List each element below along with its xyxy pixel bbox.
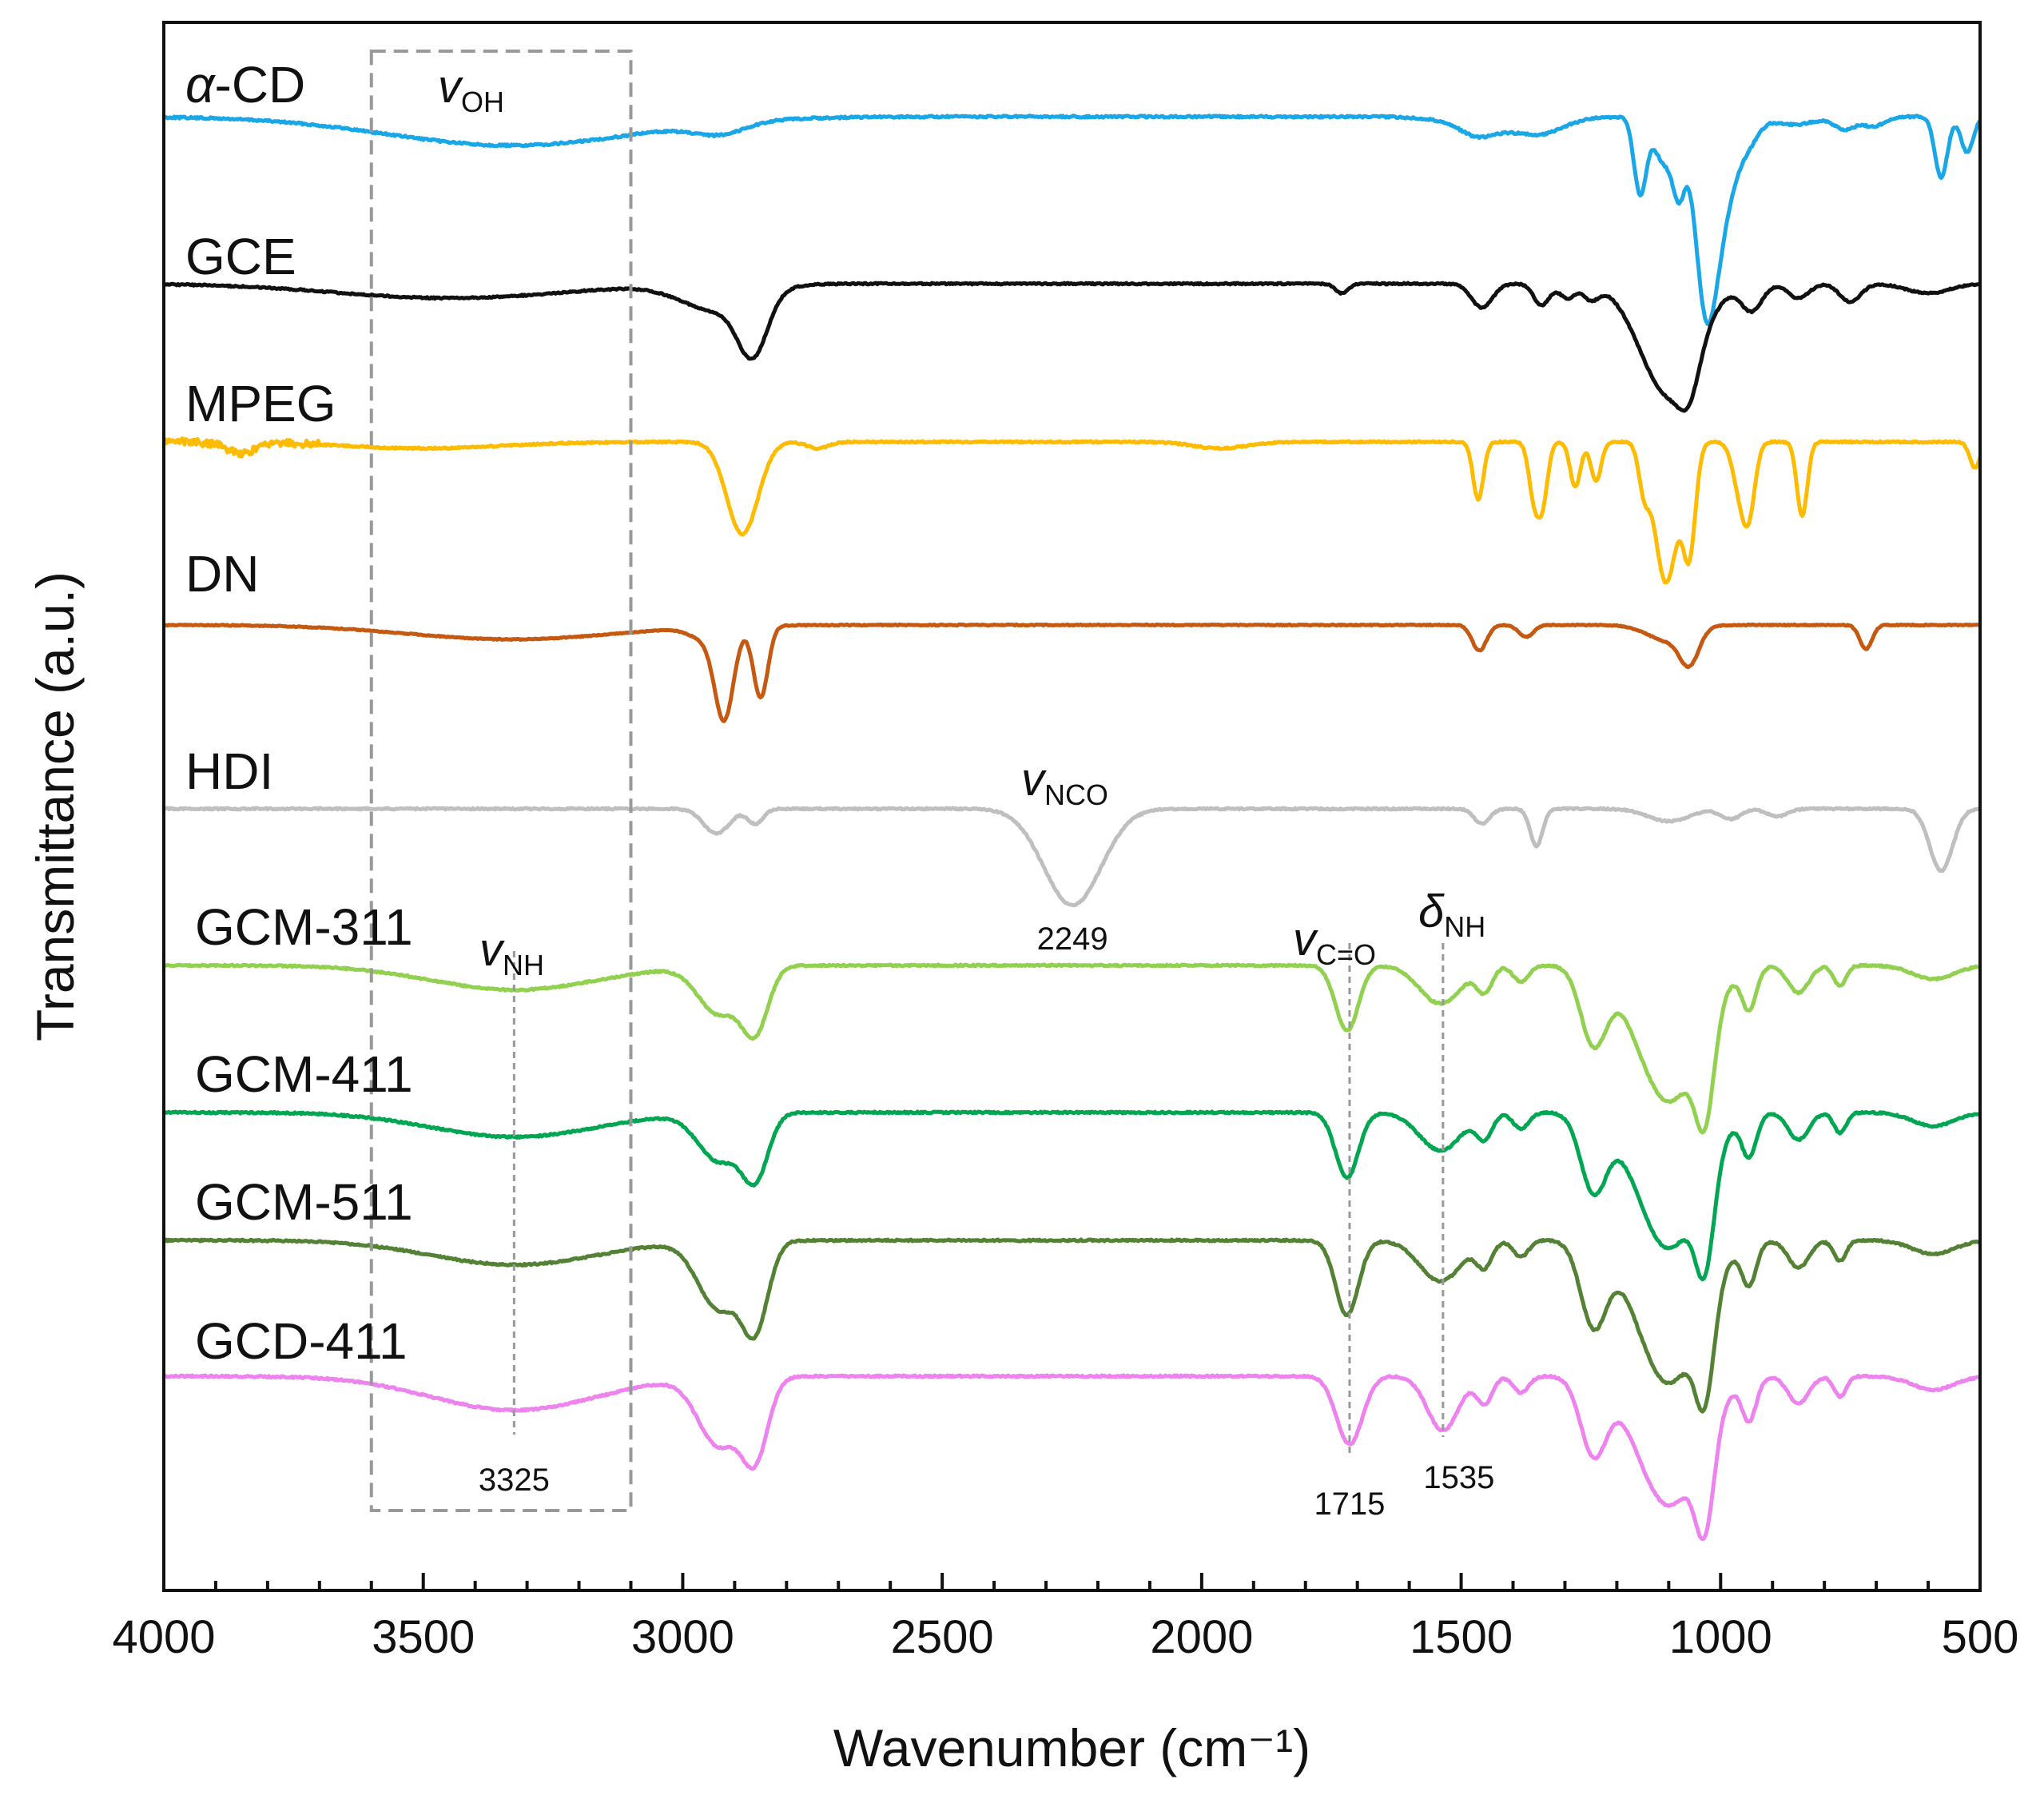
series-line-DN [162, 622, 1981, 723]
series-line-GCD-411 [163, 1373, 1982, 1542]
vNCO-annotation: vNCO [1021, 754, 1108, 811]
series-label: GCD-411 [195, 1312, 408, 1370]
x-tick-label: 1000 [1669, 1611, 1772, 1663]
dNH-value-label: 1535 [1423, 1460, 1494, 1495]
vCO-annotation: vC=O [1293, 913, 1376, 971]
series-label: GCM-511 [195, 1173, 413, 1231]
y-axis-label: Transmittance (a.u.) [26, 571, 85, 1041]
series-line-GCM-411 [163, 1109, 1982, 1282]
series-label: α-CD [185, 56, 305, 113]
series-line-GCE [163, 281, 1982, 413]
vNH-annotation: vNH [479, 924, 544, 981]
vNH-value-label: 3325 [479, 1463, 550, 1498]
series-line-HDI [162, 806, 1981, 908]
series-line-α-CD [162, 113, 1982, 326]
dNH-annotation: δNH [1418, 886, 1485, 943]
plot-frame [162, 21, 1982, 1592]
x-tick-label: 2000 [1150, 1611, 1253, 1663]
series-label: GCM-411 [195, 1045, 413, 1103]
series-line-GCM-311 [163, 962, 1981, 1135]
series-label: HDI [185, 742, 273, 800]
spectra-traces [161, 113, 1982, 1542]
x-axis-label: Wavenumber (cm⁻¹) [833, 1718, 1310, 1777]
series-line-GCM-511 [162, 1237, 1982, 1414]
x-tick-label: 500 [1942, 1611, 2019, 1663]
annotation-guides [369, 50, 1445, 1512]
vOH-annotation: vOH [438, 61, 504, 118]
x-tick-label: 1500 [1410, 1611, 1513, 1663]
vCO-value-label: 1715 [1314, 1487, 1385, 1522]
series-label: GCE [185, 228, 296, 285]
x-tick-label: 3000 [631, 1611, 734, 1663]
series-label: DN [185, 545, 259, 603]
series-label: MPEG [185, 375, 336, 432]
vNCO-value-label: 2249 [1037, 921, 1108, 957]
x-tick-label: 3500 [372, 1611, 475, 1663]
trace-labels: α-CD GCE MPEG DN HDI GCM-311 GCM-411 GCM-511 GCD… [185, 56, 413, 1370]
series-label: GCM-311 [195, 898, 413, 956]
x-axis-ticks: 4000 3500 3000 2500 2000 1500 1000 500 [112, 1573, 2018, 1663]
oh-region-box [369, 50, 633, 1512]
peak-annotations: vOH vNCO vNH vC=O δNH 2249 3325 1715 1535 [438, 61, 1494, 1522]
series-line-MPEG [161, 436, 1982, 585]
x-tick-label: 2500 [891, 1611, 994, 1663]
x-tick-label: 4000 [112, 1611, 215, 1663]
